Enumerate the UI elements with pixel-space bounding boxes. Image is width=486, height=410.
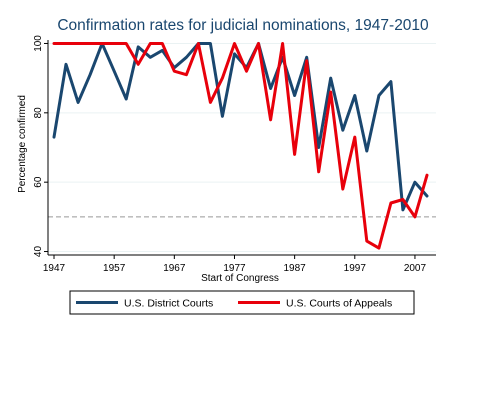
x-tick-label: 1997 bbox=[344, 263, 367, 274]
x-tick-label: 1957 bbox=[103, 263, 126, 274]
legend: U.S. District Courts U.S. Courts of Appea… bbox=[69, 290, 415, 315]
x-tick-label: 1977 bbox=[223, 263, 246, 274]
y-tick-label: 100 bbox=[33, 35, 44, 52]
series-line-1 bbox=[52, 42, 429, 250]
legend-label-1: U.S. Courts of Appeals bbox=[286, 298, 392, 310]
x-tick-label: 1967 bbox=[163, 263, 186, 274]
y-axis-label: Percentage confirmed bbox=[17, 95, 28, 193]
gridlines bbox=[48, 42, 436, 253]
series-group bbox=[52, 42, 429, 250]
y-tick-label: 60 bbox=[33, 176, 44, 188]
x-tick-label: 2007 bbox=[404, 263, 427, 274]
chart-title: Confirmation rates for judicial nominati… bbox=[57, 17, 429, 34]
y-tick-label: 80 bbox=[33, 107, 44, 119]
series-line-0 bbox=[52, 42, 429, 212]
x-tick-label: 1947 bbox=[43, 263, 66, 274]
axes: 40 60 80 100 1947 1957 1967 1977 1987 1997 2007 bbox=[33, 35, 436, 274]
y-tick-label: 40 bbox=[33, 246, 44, 258]
x-axis-label: Start of Congress bbox=[201, 273, 279, 284]
x-tick-label: 1987 bbox=[284, 263, 307, 274]
legend-label-0: U.S. District Courts bbox=[124, 298, 213, 310]
